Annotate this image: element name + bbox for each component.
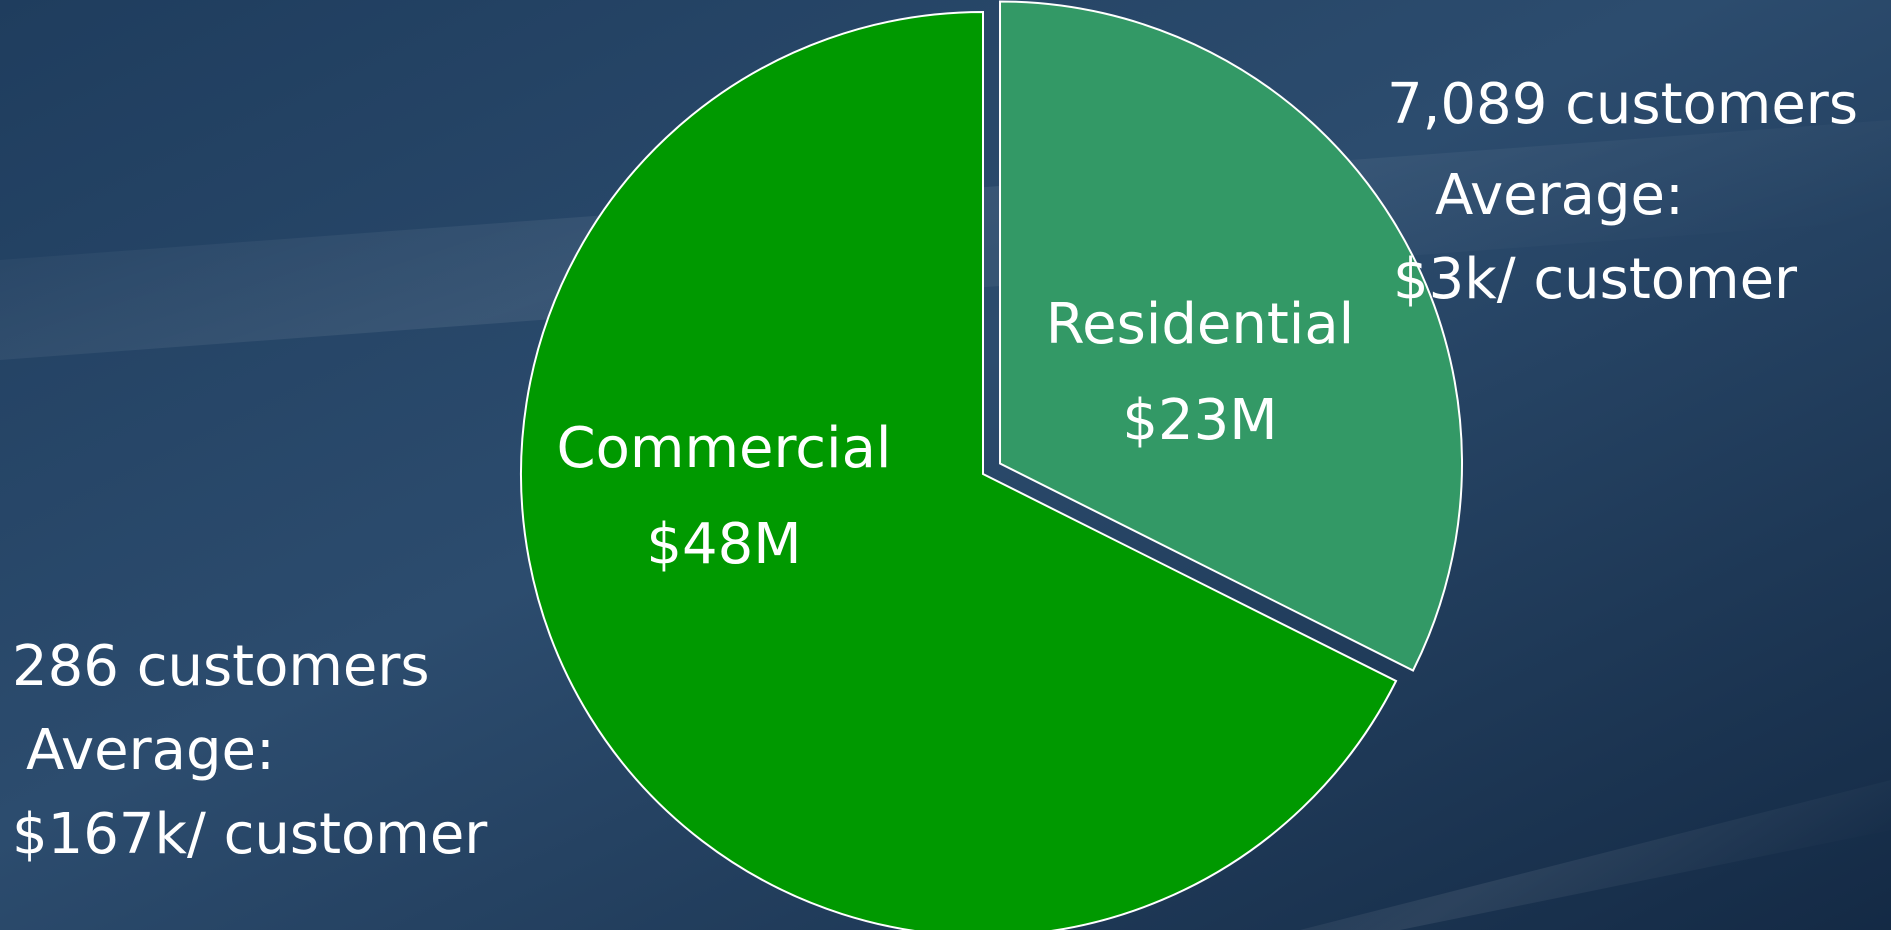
annotation: $3k/ customer: [1393, 247, 1798, 312]
slice-label: Commercial: [557, 416, 892, 481]
slice-value-label: $23M: [1122, 388, 1277, 453]
annotation: Average:: [26, 718, 275, 783]
background-streak: [1300, 780, 1891, 930]
annotation: 286 customers: [12, 634, 430, 699]
annotation: Average:: [1435, 163, 1684, 228]
pie: [520, 0, 1464, 930]
slice-value-label: $48M: [646, 512, 801, 577]
annotation: 7,089 customers: [1387, 72, 1858, 137]
pie-slice: [520, 10, 1398, 930]
slice-label: Residential: [1046, 292, 1354, 357]
annotation: $167k/ customer: [12, 802, 488, 867]
pie-slice: [999, 0, 1464, 672]
